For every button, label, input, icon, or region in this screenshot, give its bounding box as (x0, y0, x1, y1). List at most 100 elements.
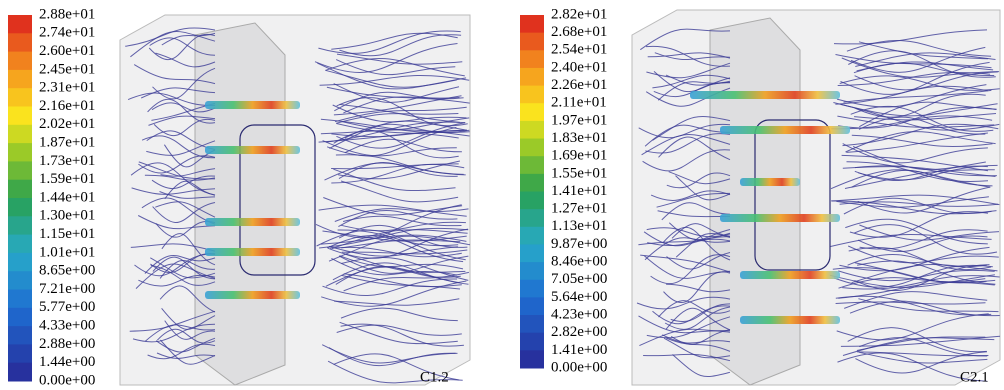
colorbar-label: 1.44e+01 (39, 189, 95, 205)
streamline (638, 315, 731, 334)
streamline (859, 224, 1000, 241)
colorbar-label: 1.55e+01 (551, 165, 607, 181)
jet (205, 101, 300, 109)
streamline (666, 283, 731, 293)
streamline (318, 30, 461, 54)
streamline (138, 275, 216, 287)
colorbar-label: 1.41e+01 (551, 183, 607, 199)
colorbar-band (520, 15, 544, 34)
streamline (341, 249, 468, 255)
streamline (640, 254, 731, 273)
streamline (144, 255, 216, 274)
colorbar-label: 4.23e+00 (551, 306, 607, 322)
streamline (331, 257, 458, 276)
colorbar-band (8, 124, 32, 144)
streamline (846, 161, 989, 182)
colorbar-label: 2.82e+00 (551, 324, 607, 340)
colorbar-band (520, 50, 544, 69)
streamline (657, 80, 731, 101)
streamline (318, 204, 467, 217)
streamline (340, 180, 459, 203)
streamline (840, 335, 1001, 347)
streamline (314, 43, 458, 73)
streamline (848, 50, 996, 78)
streamline (333, 168, 456, 192)
streamline (152, 256, 216, 280)
streamline (652, 305, 731, 325)
streamline (337, 229, 459, 247)
colorbar-band (8, 33, 32, 53)
streamline (835, 85, 988, 105)
streamline (845, 131, 996, 153)
streamline (336, 53, 463, 65)
streamline (149, 37, 216, 56)
colorbar-label: 1.30e+01 (39, 208, 95, 224)
streamline (851, 264, 998, 284)
streamline (835, 295, 992, 316)
colorbar-band (520, 32, 544, 51)
streamline (841, 154, 989, 172)
streamline (331, 163, 459, 170)
streamline (647, 236, 731, 246)
colorbar-label: 1.87e+01 (39, 135, 95, 151)
colorbar-label: 1.44e+00 (39, 354, 95, 370)
streamline (836, 84, 987, 108)
streamline (855, 351, 988, 374)
colorbar-band (520, 138, 544, 157)
colorbar-band (8, 234, 32, 254)
colorbar-band (8, 179, 32, 199)
streamline (656, 192, 731, 208)
streamline (844, 291, 988, 309)
colorbar-band (8, 198, 32, 217)
streamline (320, 129, 470, 137)
colorbar-band (8, 15, 32, 34)
streamline (132, 323, 216, 343)
streamline (858, 298, 999, 313)
streamline (842, 275, 1000, 290)
colorbar-band (520, 156, 544, 175)
colorbar-label: 2.26e+01 (551, 77, 607, 93)
streamline (344, 138, 462, 154)
streamline (663, 337, 731, 359)
streamline (851, 134, 993, 147)
streamline (340, 307, 458, 322)
streamline (127, 92, 216, 106)
streamline (322, 278, 458, 297)
streamline (840, 61, 990, 95)
streamline (844, 169, 995, 189)
streamline (343, 96, 460, 114)
streamline (125, 27, 216, 47)
streamline (843, 197, 992, 215)
streamline (646, 62, 731, 79)
streamline (151, 175, 216, 190)
streamline (137, 215, 216, 230)
streamline (326, 121, 466, 143)
colorbar-band (8, 362, 32, 382)
streamline (161, 233, 216, 266)
streamline (846, 39, 992, 57)
colorbar-band (520, 173, 544, 192)
jet (205, 248, 300, 256)
colorbar-band (520, 262, 544, 281)
colorbar-label: 2.40e+01 (551, 59, 607, 75)
streamline (837, 115, 995, 128)
streamline (858, 41, 989, 60)
streamline (644, 237, 731, 261)
streamline (320, 234, 467, 245)
streamline (836, 313, 989, 341)
streamline (334, 298, 460, 306)
streamline (652, 115, 731, 141)
colorbar-band (520, 226, 544, 245)
streamline (850, 105, 994, 132)
streamline (837, 352, 988, 382)
streamline (326, 234, 464, 263)
streamline (319, 227, 469, 249)
streamline (643, 353, 731, 362)
streamline (338, 160, 461, 180)
streamline (854, 165, 997, 177)
streamline (333, 95, 462, 116)
streamline (668, 222, 731, 241)
streamline (675, 175, 731, 201)
colorbar-label: 2.88e+00 (39, 336, 95, 352)
streamline (661, 334, 731, 344)
